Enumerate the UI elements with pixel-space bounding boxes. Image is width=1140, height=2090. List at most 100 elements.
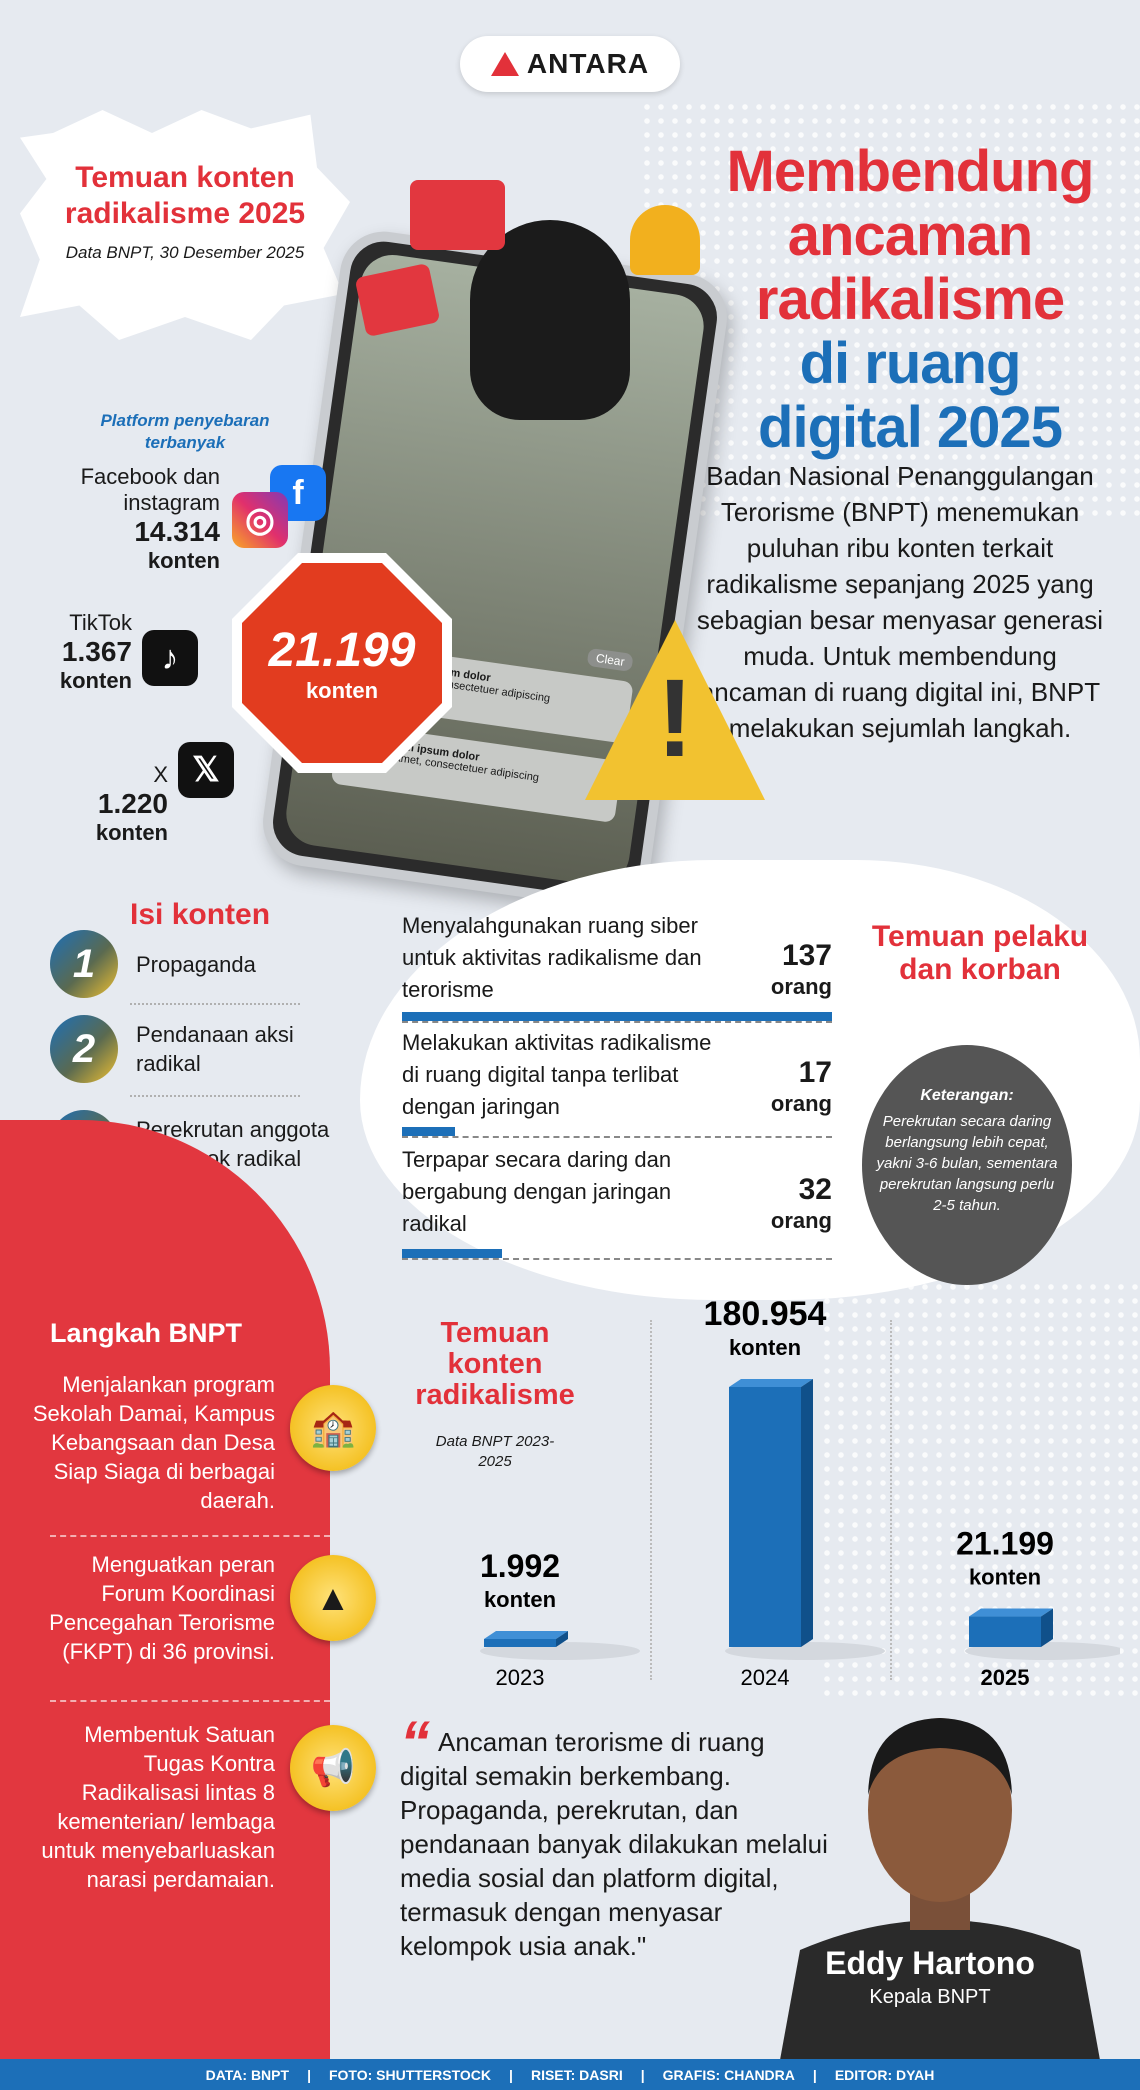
pelaku-bar (402, 1127, 456, 1136)
burst-source: Data BNPT, 30 Desember 2025 (65, 243, 305, 262)
chat-bubble-icon (410, 180, 505, 250)
pelaku-title: Temuan pelaku dan korban (871, 920, 1089, 986)
isi-item: 1 Propaganda (50, 930, 256, 998)
quote-text: Ancaman terorisme di ruang digital semak… (400, 1727, 828, 1961)
pelaku-row: Menyalahgunakan ruang siber untuk aktivi… (402, 910, 832, 1025)
pelaku-bar (402, 1249, 503, 1258)
platform-unit: konten (95, 820, 168, 845)
value-label: 21.199 (956, 1526, 1054, 1562)
platform-tiktok: TikTok 1.367 konten (20, 610, 132, 694)
burst-title: Temuan konten radikalisme 2025 (64, 161, 306, 230)
bar-2024 (729, 1387, 801, 1647)
cones-icon: ▲ (290, 1555, 376, 1641)
bar-top (729, 1379, 813, 1387)
megaphone-icon: 📢 (290, 1725, 376, 1811)
speech-burst (20, 110, 350, 340)
credit: DATA: BNPT (205, 2066, 290, 2083)
chart-subtitle: Data BNPT 2023-2025 (435, 1433, 555, 1470)
credit: RISET: DASRI (530, 2066, 623, 2083)
platform-value: 1.367 (61, 636, 132, 667)
bar-side (1041, 1608, 1053, 1647)
langkah-item: Menjalankan program Sekolah Damai, Kampu… (32, 1372, 275, 1513)
platform-value: 14.314 (134, 516, 220, 547)
credit: EDITOR: DYAH (834, 2066, 935, 2083)
value-label: 1.992 (480, 1548, 560, 1584)
pelaku-value: 32 orang (771, 1172, 832, 1234)
pelaku-label: Terpapar secara daring dan bergabung den… (402, 1147, 672, 1236)
divider (402, 1258, 832, 1260)
unit-label: konten (484, 1587, 556, 1612)
page-title: Membendung ancaman radikalisme di ruang … (700, 140, 1120, 460)
bell-icon (630, 205, 700, 275)
total-unit: konten (305, 678, 379, 703)
unit-label: konten (969, 1565, 1041, 1590)
isi-label: Propaganda (136, 951, 256, 977)
pelaku-number: 32 (798, 1173, 832, 1206)
divider (402, 1136, 832, 1138)
langkah-item: Membentuk Satuan Tugas Kontra Radikalisa… (41, 1722, 275, 1892)
credit: FOTO: SHUTTERSTOCK (328, 2066, 492, 2083)
platform-unit: konten (147, 548, 220, 573)
number-badge: 2 (50, 1015, 118, 1083)
pelaku-value: 17 orang (771, 1055, 832, 1117)
platform-x: X 1.220 konten (40, 762, 168, 846)
platform-name: TikTok (69, 610, 132, 635)
person-portrait (780, 1718, 1100, 2060)
bar-side (801, 1379, 813, 1647)
isi-label: Pendanaan aksi radikal (136, 1022, 294, 1076)
bar-top (969, 1608, 1053, 1617)
category-label: 2023 (496, 1665, 545, 1690)
platform-unit: konten (59, 668, 132, 693)
title-line: Membendung (726, 139, 1095, 204)
pelaku-number: 137 (781, 939, 832, 972)
warning-exclamation: ! (656, 657, 694, 780)
platform-value: 1.220 (97, 788, 168, 819)
divider (50, 1700, 330, 1702)
chart-title: Temuan konten radikalisme (415, 1317, 575, 1411)
pelaku-bar (402, 1012, 832, 1021)
pelaku-label: Menyalahgunakan ruang siber untuk aktivi… (402, 913, 702, 1002)
platform-name: X (153, 762, 168, 787)
title-line: radikalisme (755, 267, 1065, 332)
langkah-item: Menguatkan peran Forum Koordinasi Penceg… (49, 1552, 275, 1664)
instagram-icon: ◎ (232, 492, 288, 548)
langkah-panel (0, 1120, 330, 2090)
pelaku-unit: orang (770, 1091, 832, 1116)
content-bar-chart: 1.992konten2023180.954konten202421.199ko… (480, 1300, 1120, 1690)
warning-icon (585, 620, 765, 800)
divider (650, 1320, 652, 1680)
divider (890, 1320, 892, 1680)
masked-figure-illustration (470, 220, 630, 420)
bar-top (484, 1631, 568, 1639)
note-body: Perekrutan secara daring berlangsung leb… (876, 1113, 1058, 1214)
divider (50, 1535, 330, 1537)
credits-footer: DATA: BNPT | FOTO: SHUTTERSTOCK | RISET: D… (0, 2059, 1140, 2090)
antara-logo-icon (490, 52, 519, 76)
category-label: 2025 (981, 1665, 1030, 1690)
bar-2025 (969, 1616, 1041, 1647)
isi-konten-title: Isi konten (130, 898, 271, 931)
category-label: 2024 (741, 1665, 790, 1690)
speaker-name: Eddy Hartono (825, 1945, 1035, 1981)
unit-label: konten (729, 1335, 801, 1360)
bar-2023 (484, 1639, 556, 1647)
bar-side (556, 1631, 568, 1647)
number-badge: 1 (50, 930, 118, 998)
note-circle: Keterangan: Perekrutan secara daring ber… (862, 1045, 1072, 1285)
value-label: 180.954 (704, 1300, 827, 1333)
logo-text: ANTARA (526, 48, 650, 79)
pelaku-row: Melakukan aktivitas radikalisme di ruang… (402, 1027, 832, 1142)
credit: GRAFIS: CHANDRA (662, 2066, 795, 2083)
divider (130, 1095, 300, 1097)
divider (130, 1003, 300, 1005)
platform-name: Facebook dan instagram (80, 464, 220, 515)
langkah-title: Langkah BNPT (50, 1318, 243, 1348)
title-line: digital 2025 (758, 395, 1063, 460)
divider (402, 1021, 832, 1023)
platform-label: Platform penyebaran terbanyak (100, 411, 270, 452)
pelaku-number: 17 (798, 1056, 832, 1089)
speaker-role: Kepala BNPT (869, 1986, 991, 2008)
school-icon: 🏫 (290, 1385, 376, 1471)
burst-text: Temuan konten radikalisme 2025 Data BNPT… (40, 160, 330, 264)
pelaku-unit: orang (770, 974, 832, 999)
